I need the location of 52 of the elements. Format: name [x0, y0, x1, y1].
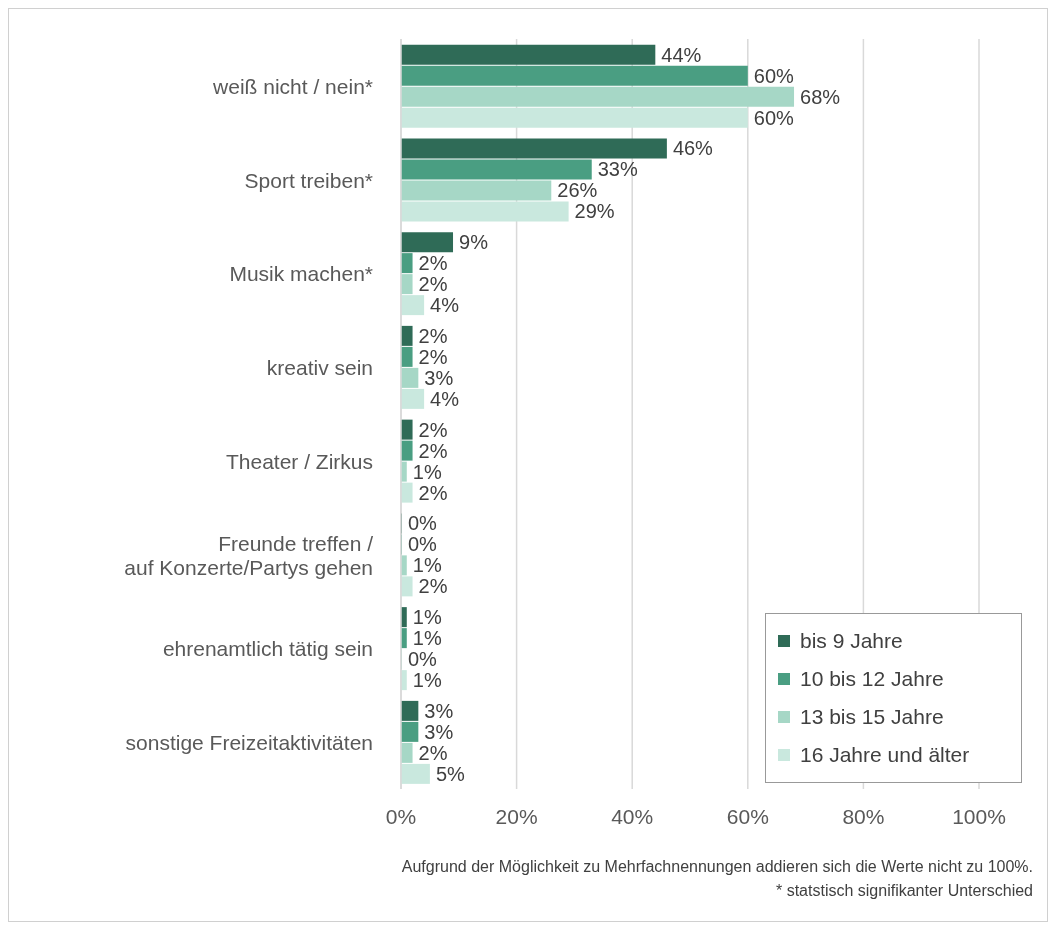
x-tick-label: 20%	[495, 804, 538, 828]
data-label: 2%	[418, 252, 448, 275]
x-tick-label: 80%	[842, 804, 885, 828]
data-label: 3%	[424, 720, 454, 743]
data-label: 1%	[412, 460, 442, 483]
data-label: 1%	[412, 669, 442, 692]
data-label: 68%	[800, 85, 841, 108]
x-tick-label: 0%	[385, 804, 417, 828]
data-label: 3%	[424, 366, 454, 389]
text: * statstisch signifikanter Unterschied	[775, 881, 1033, 901]
x-tick-label: 40%	[611, 804, 654, 828]
text: Aufgrund der Möglichkeit zu Mehrfachnennungen addieren sich die Werte nicht zu 100%.	[401, 857, 1033, 877]
data-label: 1%	[412, 627, 442, 650]
y-tick-label: Musik machen*	[229, 261, 373, 285]
data-label: 33%	[597, 158, 638, 181]
data-label: 44%	[661, 43, 702, 66]
data-label: 0%	[408, 648, 438, 671]
x-tick-label: 60%	[726, 804, 769, 828]
data-label: 2%	[418, 741, 448, 764]
data-label: 2%	[418, 439, 448, 462]
data-label: 9%	[459, 231, 489, 254]
y-tick-label: kreativ sein	[266, 355, 373, 379]
y-tick-label: ehrenamtlich tätig sein	[162, 636, 373, 660]
y-tick-label: Sport treiben*	[244, 168, 373, 192]
data-label: 2%	[418, 273, 448, 296]
data-label: 1%	[412, 606, 442, 629]
y-tick-label: weiß nicht / nein*	[212, 74, 373, 98]
data-label: 4%	[430, 387, 460, 410]
data-label: 2%	[418, 345, 448, 368]
data-label: 0%	[408, 512, 438, 535]
data-label: 60%	[753, 64, 795, 87]
legend-label: bis 9 Jahre	[800, 629, 903, 653]
data-label: 3%	[424, 699, 454, 722]
legend-label: 13 bis 15 Jahre	[800, 705, 944, 729]
legend-label: 16 Jahre und älter	[800, 743, 970, 767]
data-label: 0%	[408, 533, 438, 556]
data-label: 2%	[418, 324, 448, 347]
data-label: 26%	[557, 179, 598, 202]
y-tick-label: Freunde treffen / auf Konzerte/Partys gehen	[124, 531, 374, 579]
data-label: 4%	[430, 294, 460, 317]
data-label: 29%	[574, 200, 615, 223]
y-tick-label: Theater / Zirkus	[225, 449, 373, 473]
data-label: 60%	[753, 106, 795, 129]
x-tick-label: 100%	[952, 804, 1006, 828]
data-label: 2%	[418, 481, 448, 504]
data-label: 46%	[672, 137, 714, 160]
data-label: 2%	[418, 418, 448, 441]
data-label: 2%	[418, 575, 448, 598]
legend-label: 10 bis 12 Jahre	[800, 667, 944, 691]
data-label: 1%	[412, 554, 442, 577]
y-tick-label: sonstige Freizeitaktivitäten	[125, 730, 373, 754]
data-label: 5%	[435, 762, 466, 785]
